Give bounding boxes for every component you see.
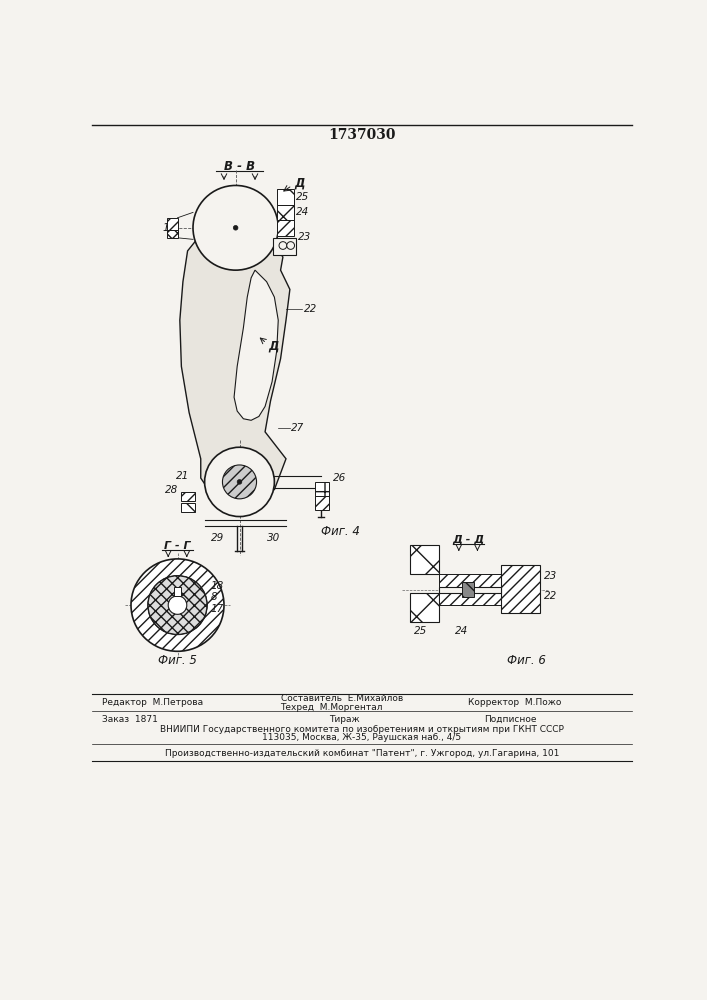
Circle shape: [148, 576, 207, 634]
Wedge shape: [131, 559, 224, 651]
Text: Подписное: Подписное: [484, 715, 536, 724]
Bar: [501, 565, 540, 613]
Circle shape: [237, 480, 242, 484]
Text: 22: 22: [304, 304, 317, 314]
Bar: [174, 587, 182, 596]
Circle shape: [204, 447, 274, 517]
Text: ВНИИПИ Государственного комитета по изобретениям и открытиям при ГКНТ СССР: ВНИИПИ Государственного комитета по изоб…: [160, 725, 564, 734]
Polygon shape: [180, 239, 290, 490]
Text: 12: 12: [163, 223, 176, 233]
Text: 24: 24: [296, 207, 310, 217]
Bar: [315, 496, 329, 510]
Text: 23: 23: [298, 232, 312, 242]
Text: Тираж: Тираж: [329, 715, 359, 724]
Text: 17: 17: [211, 604, 224, 614]
Text: 28: 28: [165, 485, 178, 495]
Text: 18: 18: [211, 581, 224, 591]
Text: 21: 21: [176, 471, 189, 481]
Bar: [273, 238, 296, 255]
Text: Техред  М.Моргентал: Техред М.Моргентал: [281, 703, 383, 712]
Bar: [276, 189, 293, 205]
Text: 26: 26: [332, 473, 346, 483]
Circle shape: [223, 465, 257, 499]
Bar: [182, 503, 195, 512]
Text: Д: Д: [268, 339, 279, 352]
Text: 24: 24: [455, 626, 468, 636]
Text: В - В: В - В: [224, 160, 255, 173]
Bar: [410, 545, 440, 574]
Bar: [276, 205, 293, 220]
Text: 25: 25: [296, 192, 310, 202]
Text: 27: 27: [291, 423, 305, 433]
Text: Фиг. 4: Фиг. 4: [321, 525, 360, 538]
Circle shape: [287, 242, 295, 249]
Text: 23: 23: [544, 571, 557, 581]
Bar: [315, 482, 329, 496]
Text: 30: 30: [267, 533, 280, 543]
Text: 8: 8: [211, 592, 218, 602]
Text: 25: 25: [414, 626, 427, 636]
Text: Производственно-издательский комбинат "Патент", г. Ужгород, ул.Гагарина, 101: Производственно-издательский комбинат "П…: [165, 749, 559, 758]
Circle shape: [233, 225, 238, 230]
Bar: [276, 220, 293, 235]
Text: Фиг. 6: Фиг. 6: [507, 654, 546, 667]
Text: 22: 22: [544, 591, 557, 601]
Text: Корректор  М.Пожо: Корректор М.Пожо: [468, 698, 561, 707]
Bar: [167, 218, 177, 230]
Circle shape: [193, 185, 279, 270]
Text: Г - Г: Г - Г: [164, 541, 191, 551]
Circle shape: [279, 242, 287, 249]
Text: Составитель  Е.Михайлов: Составитель Е.Михайлов: [281, 694, 403, 703]
Text: 1737030: 1737030: [328, 128, 396, 142]
Text: Д - Д: Д - Д: [452, 535, 484, 545]
Bar: [167, 230, 177, 238]
Bar: [410, 593, 440, 622]
Text: Заказ  1871: Заказ 1871: [103, 715, 158, 724]
Bar: [440, 587, 501, 593]
Bar: [182, 492, 195, 501]
Bar: [462, 582, 474, 597]
Bar: [440, 593, 501, 605]
Bar: [440, 574, 501, 587]
Text: 113035, Москва, Ж-35, Раушская наб., 4/5: 113035, Москва, Ж-35, Раушская наб., 4/5: [262, 733, 462, 742]
Text: Редактор  М.Петрова: Редактор М.Петрова: [103, 698, 204, 707]
Circle shape: [168, 596, 187, 614]
Text: Фиг. 5: Фиг. 5: [158, 654, 197, 667]
Text: 29: 29: [211, 533, 224, 543]
Polygon shape: [234, 270, 279, 420]
Text: Д: Д: [295, 177, 305, 190]
